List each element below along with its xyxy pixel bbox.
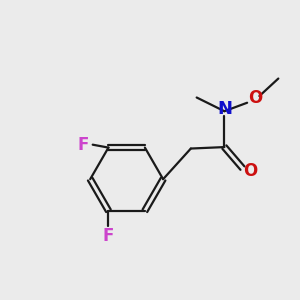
Text: F: F [103,227,114,245]
Text: N: N [217,100,232,118]
Text: F: F [77,136,89,154]
Text: O: O [244,162,258,180]
Text: O: O [248,89,262,107]
